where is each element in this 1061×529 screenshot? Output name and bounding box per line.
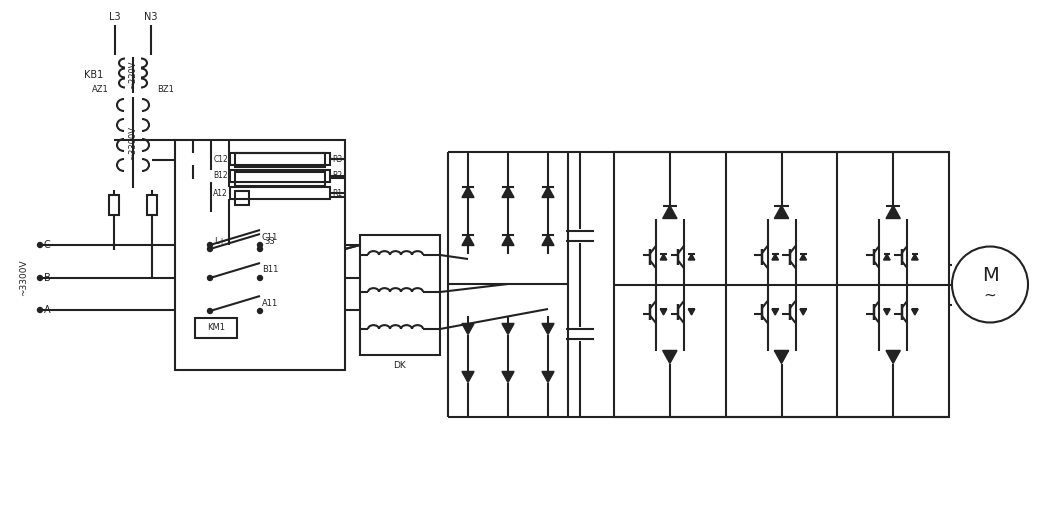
Polygon shape [462, 324, 474, 334]
Text: A11: A11 [262, 298, 278, 307]
Bar [234, 153, 325, 167]
Text: B: B [44, 273, 51, 283]
Polygon shape [886, 205, 901, 218]
Polygon shape [775, 205, 788, 218]
Text: ~220V: ~220V [128, 61, 138, 89]
Bar [230, 170, 330, 182]
Text: ~3300V: ~3300V [128, 125, 138, 160]
Bar [230, 187, 330, 199]
Text: L+: L+ [214, 236, 226, 245]
Polygon shape [542, 371, 554, 382]
Text: R2: R2 [332, 171, 342, 180]
Polygon shape [502, 187, 514, 197]
Text: N3: N3 [144, 12, 158, 22]
Polygon shape [502, 234, 514, 245]
Circle shape [258, 242, 262, 248]
Text: M: M [981, 266, 998, 285]
Polygon shape [663, 205, 677, 218]
Polygon shape [663, 351, 677, 363]
Bar [109, 195, 119, 215]
Bar [234, 191, 249, 205]
Bar [175, 140, 345, 370]
Polygon shape [462, 371, 474, 382]
Polygon shape [772, 254, 779, 260]
Polygon shape [660, 309, 666, 315]
Text: L3: L3 [109, 12, 121, 22]
Text: C11: C11 [262, 233, 278, 242]
Polygon shape [772, 309, 779, 315]
Circle shape [258, 308, 262, 314]
Text: C: C [44, 240, 51, 250]
Circle shape [208, 247, 212, 251]
Bar [614, 152, 949, 417]
Polygon shape [502, 371, 514, 382]
Polygon shape [886, 351, 901, 363]
Bar [195, 318, 237, 338]
Bar [234, 172, 325, 186]
Text: A12: A12 [213, 188, 228, 197]
Text: A: A [44, 305, 51, 315]
Polygon shape [660, 254, 666, 260]
Polygon shape [800, 254, 806, 260]
Polygon shape [689, 309, 695, 315]
Text: 33: 33 [264, 236, 276, 245]
Circle shape [208, 308, 212, 314]
Polygon shape [542, 324, 554, 334]
Polygon shape [884, 254, 890, 260]
Circle shape [258, 247, 262, 251]
Bar [230, 153, 330, 165]
Polygon shape [911, 254, 918, 260]
Text: ~: ~ [984, 288, 996, 303]
Text: C12: C12 [213, 154, 228, 163]
Text: KB1: KB1 [84, 70, 103, 80]
Text: R1: R1 [332, 188, 342, 197]
Bar [360, 235, 440, 355]
Circle shape [208, 276, 212, 280]
Circle shape [37, 276, 42, 280]
Text: BZ1: BZ1 [157, 86, 174, 95]
Text: KM1: KM1 [207, 324, 225, 333]
Text: DK: DK [394, 360, 406, 369]
Text: B11: B11 [262, 266, 278, 275]
Text: AZ1: AZ1 [92, 86, 109, 95]
Polygon shape [542, 187, 554, 197]
Polygon shape [775, 351, 788, 363]
Circle shape [37, 242, 42, 248]
Polygon shape [462, 187, 474, 197]
Polygon shape [884, 309, 890, 315]
Bar [147, 195, 157, 215]
Polygon shape [542, 234, 554, 245]
Circle shape [258, 276, 262, 280]
Text: ~3300V: ~3300V [19, 259, 29, 296]
Circle shape [37, 307, 42, 313]
Text: B12: B12 [213, 171, 228, 180]
Polygon shape [502, 324, 514, 334]
Polygon shape [462, 234, 474, 245]
Polygon shape [800, 309, 806, 315]
Polygon shape [911, 309, 918, 315]
Text: R3: R3 [332, 154, 343, 163]
Polygon shape [689, 254, 695, 260]
Circle shape [208, 242, 212, 248]
